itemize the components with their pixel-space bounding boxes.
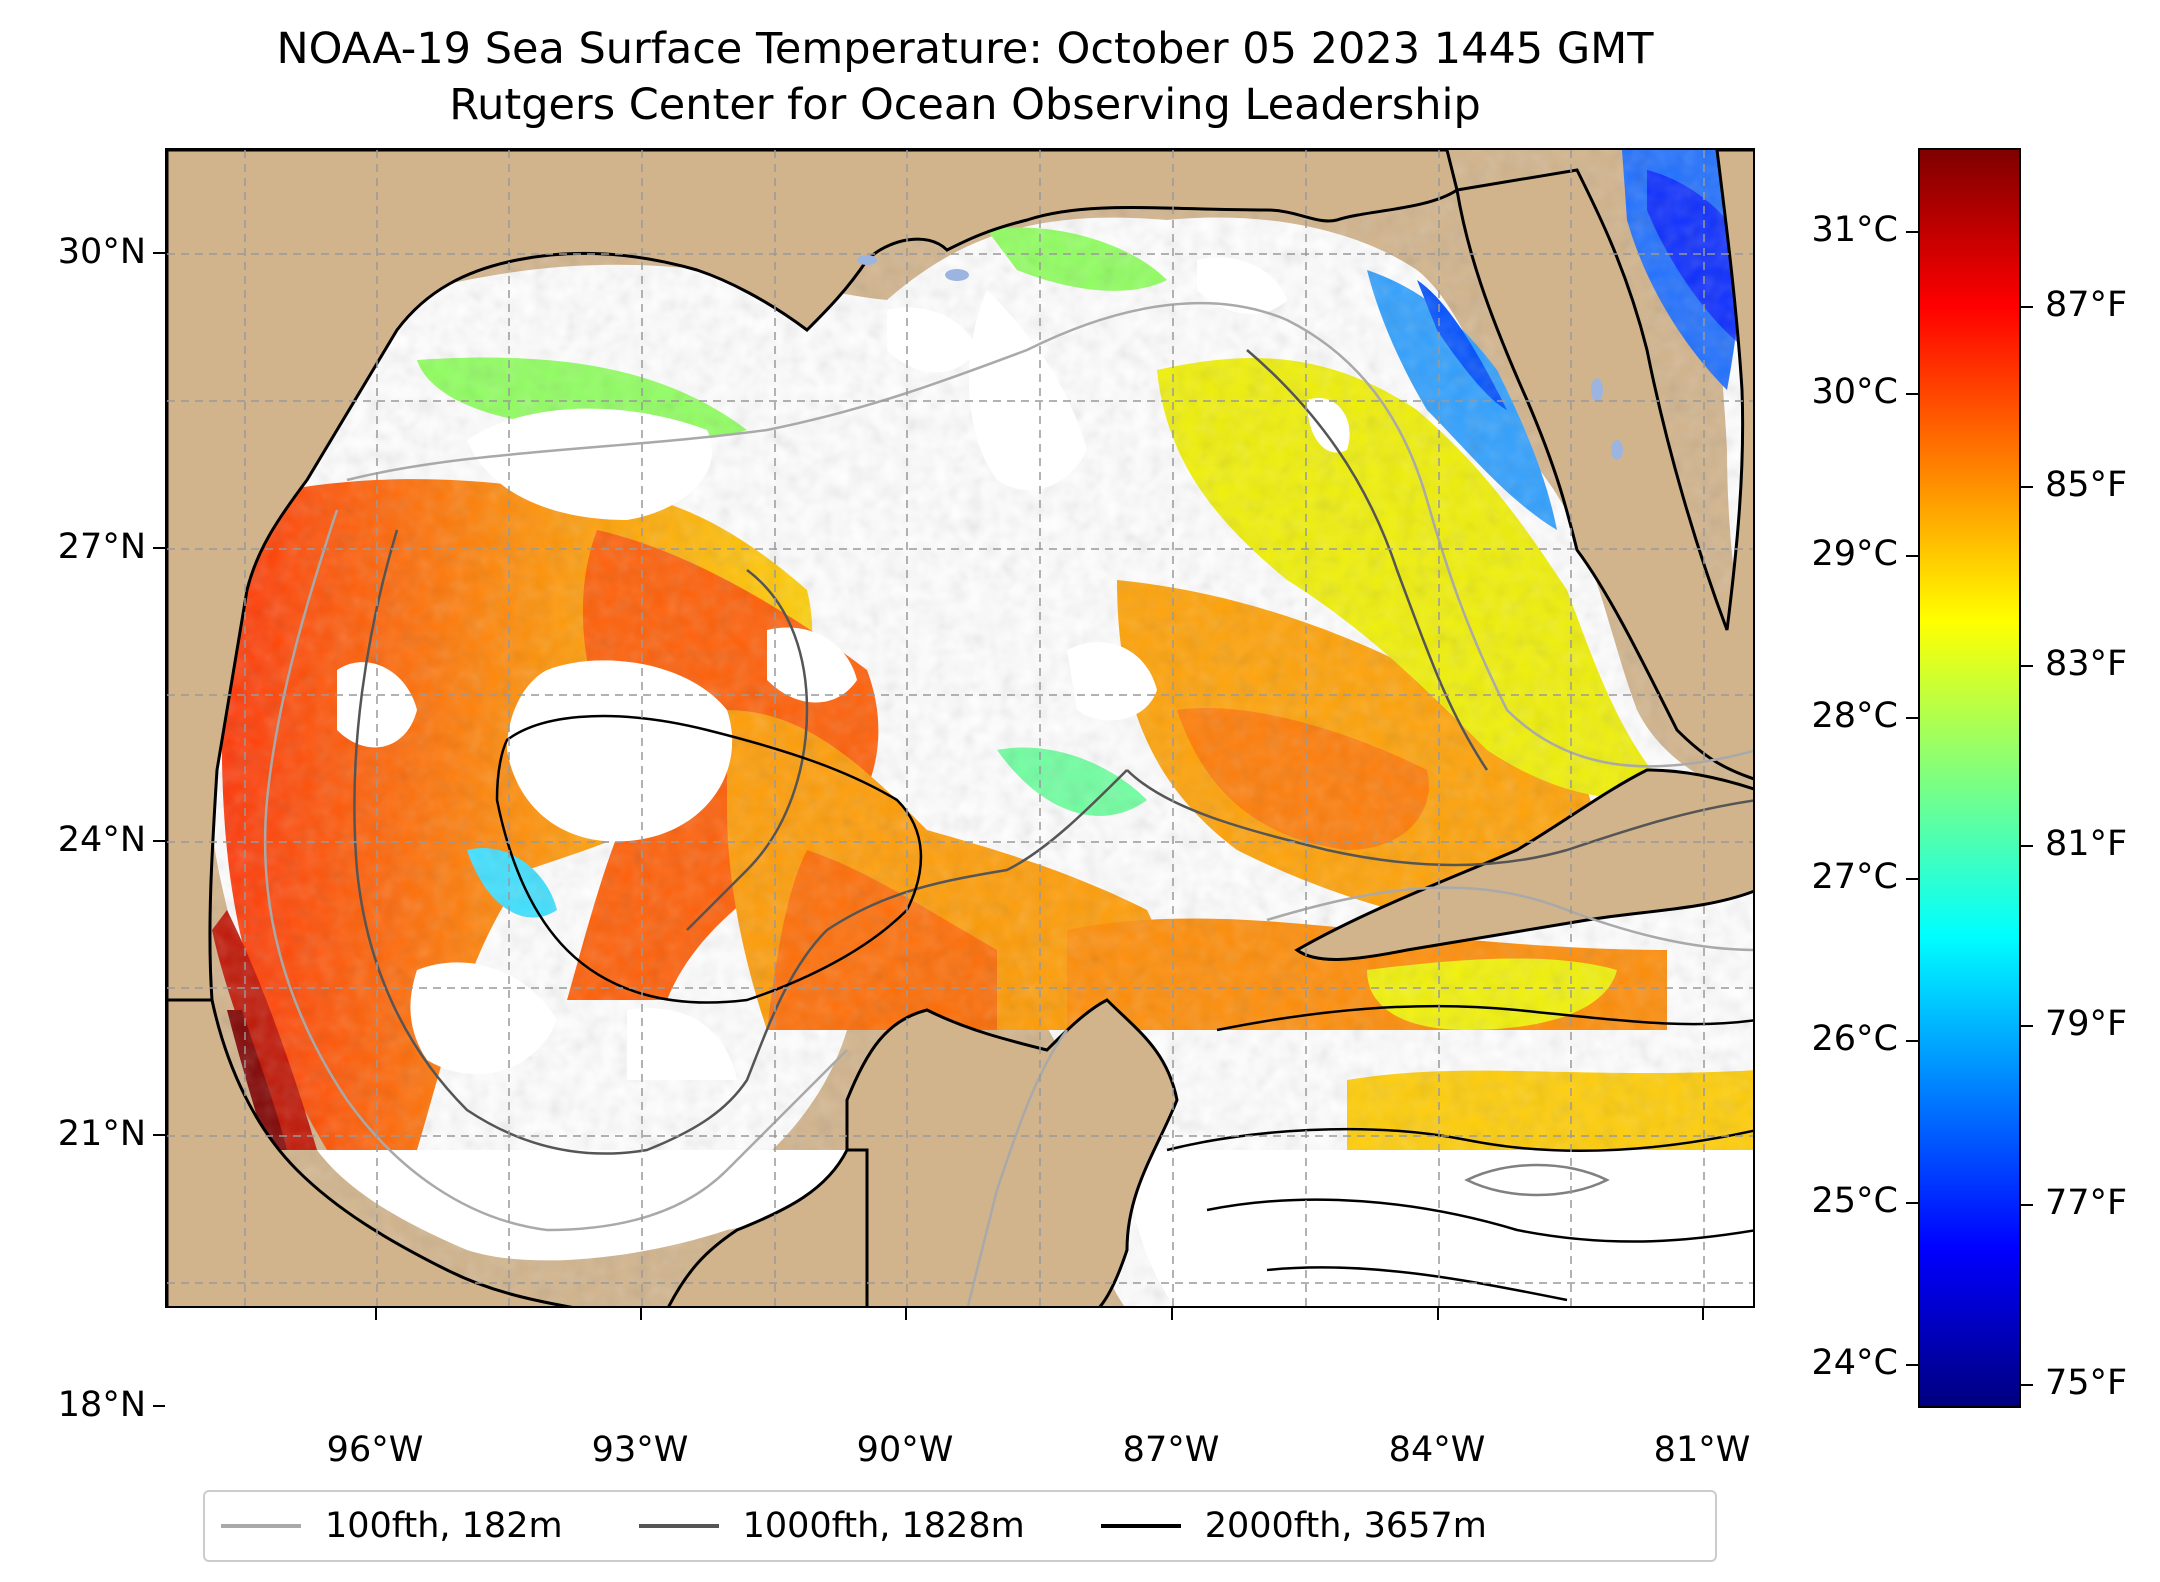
lon-tick-mark [1171,1308,1173,1320]
cb-tickmark-f [2021,306,2033,308]
cb-tickmark-c [1906,393,1918,395]
cb-tick-79f: 79°F [2045,1004,2128,1044]
legend-swatch-100fth [221,1524,301,1528]
bathymetry-contours [263,301,1753,1306]
lat-tick-mark [153,547,165,549]
cb-tick-85f: 85°F [2045,465,2128,505]
lat-tick-mark [153,1405,165,1407]
cb-tick-81f: 81°F [2045,824,2128,864]
land [167,150,1753,1306]
lakes [857,255,1623,460]
cb-tick-83f: 83°F [2045,644,2128,684]
lon-tick-mark [375,1308,377,1320]
graticule [167,150,1753,1306]
lon-tick-mark [1702,1308,1704,1320]
sst-map [165,148,1755,1308]
map-title: NOAA-19 Sea Surface Temperature: October… [276,24,1654,74]
legend-label-1000fth: 1000fth, 1828m [742,1506,1025,1546]
cb-tick-29c: 29°C [1811,534,1898,574]
cb-tickmark-c [1906,231,1918,233]
lon-tick-96w: 96°W [326,1430,424,1470]
cb-tickmark-c [1906,1202,1918,1204]
lon-tick-84w: 84°W [1388,1430,1486,1470]
legend-swatch-2000fth [1100,1524,1181,1528]
lat-tick-27n: 27°N [57,527,146,567]
cb-tick-25c: 25°C [1811,1181,1898,1221]
cb-tick-26c: 26°C [1811,1019,1898,1059]
lat-tick-21n: 21°N [57,1114,146,1154]
cb-tickmark-f [2021,1384,2033,1386]
legend-item-2000fth: 2000fth, 3657m [1100,1506,1487,1546]
cb-tickmark-f [2021,486,2033,488]
lat-tick-mark [153,840,165,842]
lon-tick-81w: 81°W [1653,1430,1751,1470]
legend-swatch-1000fth [638,1524,719,1528]
lat-tick-mark [153,1134,165,1136]
legend-item-100fth: 100fth, 182m [221,1506,563,1546]
lat-tick-30n: 30°N [57,232,146,272]
cb-tickmark-c [1906,1040,1918,1042]
lon-tick-mark [640,1308,642,1320]
cb-tick-27c: 27°C [1811,857,1898,897]
lon-tick-mark [1437,1308,1439,1320]
cb-tick-77f: 77°F [2045,1183,2128,1223]
legend-label-100fth: 100fth, 182m [325,1506,563,1546]
legend-label-2000fth: 2000fth, 3657m [1204,1506,1487,1546]
lon-tick-93w: 93°W [591,1430,689,1470]
cb-tick-30c: 30°C [1811,372,1898,412]
bathymetry-legend: 100fth, 182m 1000fth, 1828m 2000fth, 365… [203,1490,1717,1562]
cb-tick-28c: 28°C [1811,696,1898,736]
sst-map-canvas [167,150,1753,1306]
lon-tick-mark [905,1308,907,1320]
cloud-gaps [337,257,1350,1080]
lat-tick-18n: 18°N [57,1385,146,1425]
cb-tick-75f: 75°F [2045,1363,2128,1403]
cb-tickmark-f [2021,1025,2033,1027]
cb-tick-24c: 24°C [1811,1343,1898,1383]
cb-tickmark-f [2021,1204,2033,1206]
cb-tickmark-c [1906,1364,1918,1366]
lat-tick-24n: 24°N [57,820,146,860]
lon-tick-90w: 90°W [856,1430,954,1470]
temperature-colorbar [1918,148,2021,1408]
legend-item-1000fth: 1000fth, 1828m [638,1506,1025,1546]
cb-tickmark-f [2021,665,2033,667]
cb-tickmark-c [1906,717,1918,719]
lon-tick-87w: 87°W [1122,1430,1220,1470]
cb-tickmark-f [2021,845,2033,847]
cb-tickmark-c [1906,555,1918,557]
cb-tickmark-c [1906,878,1918,880]
lat-tick-mark [153,252,165,254]
map-subtitle: Rutgers Center for Ocean Observing Leade… [449,80,1481,130]
cb-tick-31c: 31°C [1811,210,1898,250]
cb-tick-87f: 87°F [2045,285,2128,325]
